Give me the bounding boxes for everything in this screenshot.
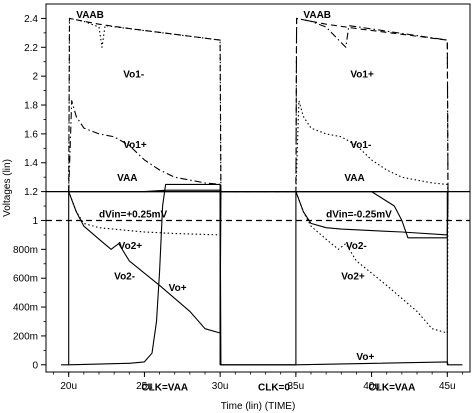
annotation-7: VAA — [344, 173, 364, 184]
y-tick-label-10: 2 — [32, 72, 38, 83]
y-tick-label-11: 2.2 — [24, 43, 38, 54]
annotation-8: dVin=+0.25mV — [99, 209, 168, 220]
annotation-4: Vo1+ — [123, 140, 147, 151]
x-axis-ticks: 20u 25u 30u 35u 40u 45u — [53, 372, 463, 392]
annotation-2: Vo1- — [123, 69, 144, 80]
y-axis-label: Voltages (lin) — [2, 159, 13, 217]
y-tick-label-4: 800m — [13, 245, 38, 256]
series-line-8 — [61, 191, 463, 366]
annotation-10: Vo2+ — [119, 241, 143, 252]
y-tick-label-7: 1.4 — [24, 158, 38, 169]
series-line-0 — [68, 17, 449, 193]
annotation-5: Vo1- — [350, 140, 371, 151]
series-line-1 — [68, 17, 449, 193]
y-tick-label-8: 1.6 — [24, 129, 38, 140]
annotation-9: dVin=-0.25mV — [326, 209, 392, 220]
x-tick-label-4: 40u — [363, 381, 380, 392]
x-tick-label-1: 25u — [136, 381, 153, 392]
y-axis-ticks: 0 200m 400m 600m 800m 1 1.2 1.4 1.6 1.8 2 2.2 2.4 — [13, 14, 46, 371]
x-tick-label-0: 20u — [60, 381, 77, 392]
x-tick-label-5: 45u — [439, 381, 456, 392]
annotation-16: CLK=VAA — [141, 382, 188, 393]
x-tick-label-3: 35u — [288, 381, 305, 392]
plot-frame — [45, 3, 471, 373]
annotation-15: Vo+ — [356, 352, 374, 363]
annotation-3: Vo1+ — [350, 69, 374, 80]
series — [61, 17, 463, 366]
x-tick-label-2: 30u — [212, 381, 229, 392]
y-tick-label-0: 0 — [32, 360, 38, 371]
annotation-11: Vo2- — [346, 241, 367, 252]
annotation-13: Vo2+ — [341, 271, 365, 282]
annotation-1: VAAB — [303, 10, 331, 21]
series-line-2 — [68, 17, 449, 193]
annotation-17: CLK=0 — [258, 382, 290, 393]
annotation-0: VAAB — [76, 10, 104, 21]
y-tick-label-9: 1.8 — [24, 101, 38, 112]
annotation-12: Vo2- — [114, 271, 135, 282]
y-tick-label-2: 400m — [13, 303, 38, 314]
annotation-18: CLK=VAA — [369, 382, 416, 393]
y-tick-label-5: 1 — [32, 216, 38, 227]
annotation-6: VAA — [117, 173, 137, 184]
series-line-4 — [68, 191, 449, 334]
y-tick-label-6: 1.2 — [24, 187, 38, 198]
annotations: VAAB VAAB Vo1- Vo1+ Vo1+ Vo1- VAA VAA dVin=+0.25… — [76, 10, 415, 393]
annotation-14: Vo+ — [169, 283, 187, 294]
y-tick-label-3: 600m — [13, 274, 38, 285]
y-tick-label-1: 200m — [13, 331, 38, 342]
x-axis-label: Time (lin) (TIME) — [221, 401, 296, 412]
y-tick-label-12: 2.4 — [24, 14, 38, 25]
